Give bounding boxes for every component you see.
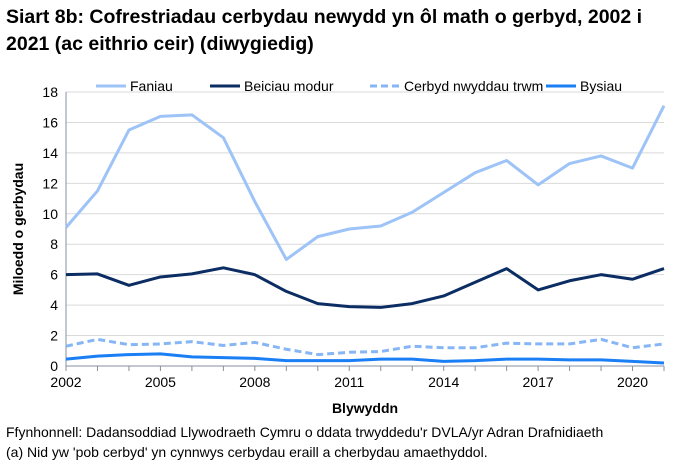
- series-line-3: [65, 352, 665, 365]
- y-tick-label: 8: [50, 236, 58, 252]
- x-tick-label: 2011: [334, 374, 364, 390]
- y-tick-label: 6: [50, 267, 58, 283]
- x-tick-label: 2017: [523, 374, 554, 390]
- y-tick-label: 16: [42, 114, 58, 130]
- legend-label: Cerbyd nwyddau trwm: [404, 78, 543, 94]
- footnote: (a) Nid yw 'pob cerbyd' yn cynnwys cerby…: [6, 444, 488, 460]
- y-tick-label: 4: [50, 297, 58, 313]
- series-line-0: [64, 105, 666, 261]
- series-line-1: [65, 266, 665, 309]
- y-tick-label: 2: [50, 328, 58, 344]
- legend-label: Bysiau: [580, 78, 622, 94]
- y-tick-label: 18: [42, 84, 58, 100]
- legend-label: Beiciau modur: [244, 78, 334, 94]
- y-tick-label: 10: [42, 206, 58, 222]
- x-tick-label: 2008: [239, 374, 270, 390]
- x-tick-label: 2020: [617, 374, 648, 390]
- x-tick-label: 2002: [50, 374, 81, 390]
- y-tick-label: 12: [42, 175, 58, 191]
- x-tick-label: 2005: [145, 374, 176, 390]
- legend-label: Faniau: [130, 78, 173, 94]
- series-line-2: [65, 337, 665, 357]
- x-axis-title: Blywyddn: [332, 400, 398, 416]
- chart-title: Siart 8b: Cofrestriadau cerbydau newydd …: [6, 6, 643, 55]
- source-note: Ffynhonnell: Dadansoddiad Llywodraeth Cy…: [6, 424, 604, 440]
- y-tick-label: 0: [50, 358, 58, 374]
- y-tick-label: 14: [42, 145, 58, 161]
- x-tick-label: 2014: [428, 374, 459, 390]
- y-axis-title: Miloedd o gerbydau: [10, 163, 26, 295]
